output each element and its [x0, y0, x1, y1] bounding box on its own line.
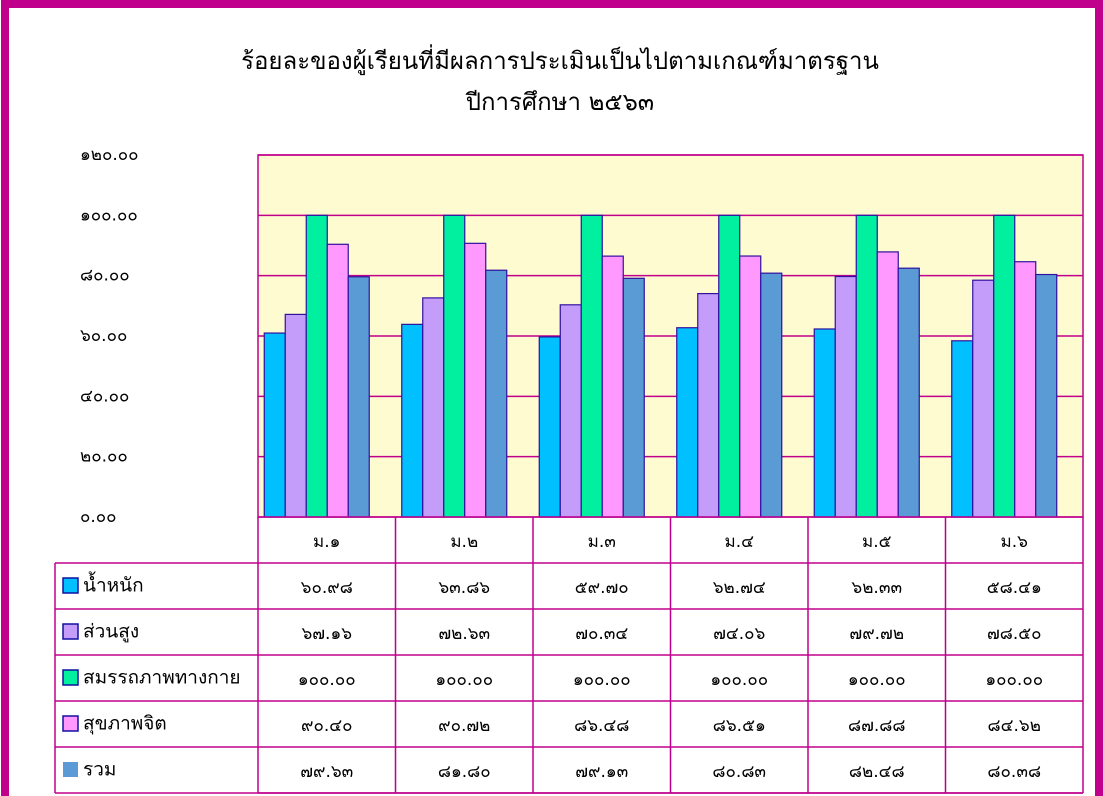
table-value: ๗๔.๐๖	[713, 624, 765, 644]
table-value: ๑๐๐.๐๐	[985, 670, 1043, 690]
table-value: ๖๒.๓๓	[851, 578, 902, 598]
bar	[443, 214, 466, 518]
bar	[464, 242, 487, 518]
table-value: ๗๙.๖๓	[300, 762, 353, 782]
bar	[1035, 273, 1058, 518]
legend-swatch	[62, 623, 79, 640]
x-tick-label: ม.๓	[588, 532, 616, 552]
bar	[622, 277, 645, 518]
table-value: ๖๐.๙๘	[301, 578, 353, 598]
x-tick-label: ม.๖	[1001, 532, 1028, 552]
table-value: ๕๙.๗๐	[575, 578, 629, 598]
legend-label: ส่วนสูง	[83, 621, 139, 643]
bar	[897, 267, 920, 518]
bar	[993, 214, 1016, 518]
y-tick-label: ๘๐.๐๐	[80, 266, 130, 286]
bar	[263, 332, 286, 518]
x-tick-label: ม.๑	[313, 532, 340, 552]
table-value: ๑๐๐.๐๐	[710, 670, 768, 690]
legend-label: น้ำหนัก	[83, 572, 144, 597]
table-value: ๖๒.๗๔	[713, 578, 766, 598]
bar	[284, 313, 307, 518]
table-value: ๗๒.๖๓	[438, 624, 490, 644]
chart-subtitle: ปีการศึกษา ๒๕๖๓	[465, 88, 655, 116]
y-tick-label: ๑๒๐.๐๐	[80, 145, 139, 165]
bar	[422, 297, 445, 518]
bar	[760, 272, 783, 518]
legend-swatch	[62, 715, 79, 732]
bar	[538, 336, 561, 518]
bar	[876, 251, 899, 518]
legend-label: สุขภาพจิต	[83, 713, 167, 736]
x-tick-label: ม.๔	[725, 532, 755, 552]
table-value: ๗๘.๕๐	[987, 624, 1042, 644]
table-value: ๕๘.๔๑	[987, 578, 1042, 598]
table-value: ๘๗.๘๘	[848, 716, 906, 736]
table-value: ๘๐.๘๓	[712, 762, 766, 782]
bar	[855, 214, 878, 518]
y-tick-label: ๔๐.๐๐	[80, 386, 129, 406]
table-value: ๘๖.๕๑	[713, 716, 766, 736]
bar	[1014, 261, 1037, 518]
bar	[601, 255, 624, 518]
table-value: ๑๐๐.๐๐	[435, 670, 493, 690]
bar	[326, 243, 349, 518]
bar	[739, 255, 762, 518]
table-value: ๖๗.๑๖	[301, 624, 352, 644]
table-value: ๘๔.๖๒	[988, 716, 1041, 736]
table-value: ๙๐.๔๐	[301, 716, 352, 736]
bar	[813, 328, 836, 518]
legend-swatch	[62, 577, 79, 594]
table-value: ๑๐๐.๐๐	[298, 670, 356, 690]
bar	[485, 269, 508, 518]
legend-label: สมรรถภาพทางกาย	[83, 667, 241, 689]
table-value: ๑๐๐.๐๐	[848, 670, 906, 690]
y-tick-label: ๒๐.๐๐	[80, 447, 128, 467]
x-tick-label: ม.๒	[450, 532, 478, 552]
table-value: ๗๐.๓๔	[575, 624, 628, 644]
table-value: ๘๐.๓๘	[987, 762, 1041, 782]
table-value: ๗๙.๗๒	[849, 624, 904, 644]
bar	[401, 323, 424, 518]
table-value: ๘๑.๘๐	[438, 762, 491, 782]
bar	[697, 292, 720, 518]
legend-swatch	[62, 669, 79, 686]
table-value: ๘๖.๔๘	[574, 716, 629, 736]
bar	[559, 304, 582, 518]
y-tick-label: ๖๐.๐๐	[80, 326, 127, 346]
table-value: ๖๓.๘๖	[438, 578, 490, 598]
table-value: ๘๒.๔๘	[849, 762, 905, 782]
chart-title: ร้อยละของผู้เรียนที่มีผลการประเมินเป็นไป…	[241, 44, 879, 76]
bar	[972, 279, 995, 518]
table-value: ๙๐.๗๒	[438, 716, 490, 736]
y-tick-label: ๑๐๐.๐๐	[80, 205, 138, 225]
bar	[580, 214, 603, 518]
table-value: ๗๙.๑๓	[575, 762, 628, 782]
legend-label: รวม	[83, 759, 116, 781]
y-tick-label: ๐.๐๐	[80, 507, 117, 527]
bar	[834, 275, 857, 518]
bar	[347, 276, 370, 518]
bar	[951, 340, 974, 518]
bar	[718, 214, 741, 518]
legend-swatch	[63, 762, 78, 777]
x-tick-label: ม.๕	[862, 532, 892, 552]
bar	[676, 327, 699, 518]
table-value: ๑๐๐.๐๐	[573, 670, 631, 690]
bar	[305, 214, 328, 518]
